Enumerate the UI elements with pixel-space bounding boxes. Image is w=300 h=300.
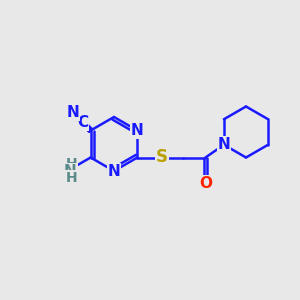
Text: H: H bbox=[65, 157, 77, 171]
Text: C: C bbox=[77, 116, 88, 130]
Text: N: N bbox=[66, 105, 79, 120]
Text: S: S bbox=[156, 148, 168, 166]
Text: O: O bbox=[199, 176, 212, 191]
Text: N: N bbox=[64, 164, 76, 178]
Text: N: N bbox=[108, 164, 120, 178]
Text: N: N bbox=[218, 137, 230, 152]
Text: H: H bbox=[65, 171, 77, 185]
Text: N: N bbox=[131, 123, 144, 138]
